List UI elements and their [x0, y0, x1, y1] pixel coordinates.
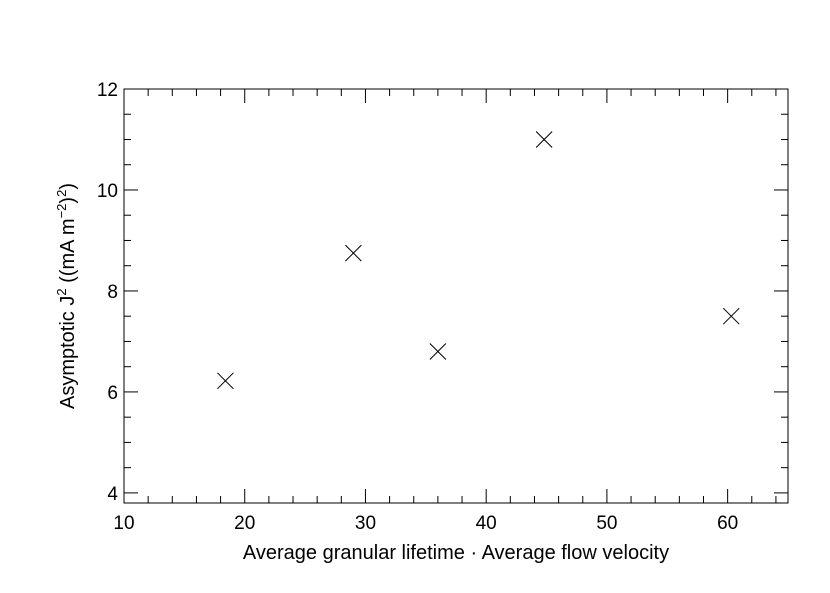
data-markers: [217, 131, 740, 390]
x-tick-label: 10: [113, 513, 134, 534]
x-tick-label: 50: [596, 513, 617, 534]
y-tick-label: 8: [107, 282, 118, 303]
y-tick-label: 4: [107, 484, 118, 505]
y-tick-label: 12: [97, 80, 118, 101]
x-tick-label: 40: [476, 513, 497, 534]
data-point-marker: [217, 372, 234, 390]
data-point-marker: [345, 244, 362, 262]
plot-frame: [123, 88, 789, 504]
data-point-marker: [535, 131, 553, 148]
x-axis-label: Average granular lifetime · Average flow…: [243, 542, 669, 564]
axis-tick-labels: 10 20 30 40 50 60 4 6 8 10 12: [97, 80, 738, 534]
y-axis-label-suffix: ): [57, 183, 79, 190]
y-axis-label-sup1: 2: [54, 288, 69, 295]
data-point-marker: [429, 343, 447, 360]
y-tick-label: 6: [107, 383, 118, 404]
x-tick-label: 60: [717, 513, 738, 534]
y-tick-label: 10: [97, 181, 118, 202]
axis-ticks: [123, 88, 788, 503]
y-axis-label-middle: ((mA m: [57, 218, 79, 288]
y-axis-label-close: ): [57, 197, 79, 204]
y-axis-label-sup2: −2: [54, 204, 69, 219]
x-tick-label: 30: [355, 513, 376, 534]
y-axis-label-prefix: Asymptotic J: [57, 296, 79, 409]
y-axis-label: Asymptotic J2 ((mA m−2)2): [54, 183, 79, 409]
y-axis-label-sup3: 2: [54, 190, 69, 197]
x-tick-label: 20: [234, 513, 255, 534]
data-point-marker: [722, 307, 740, 325]
